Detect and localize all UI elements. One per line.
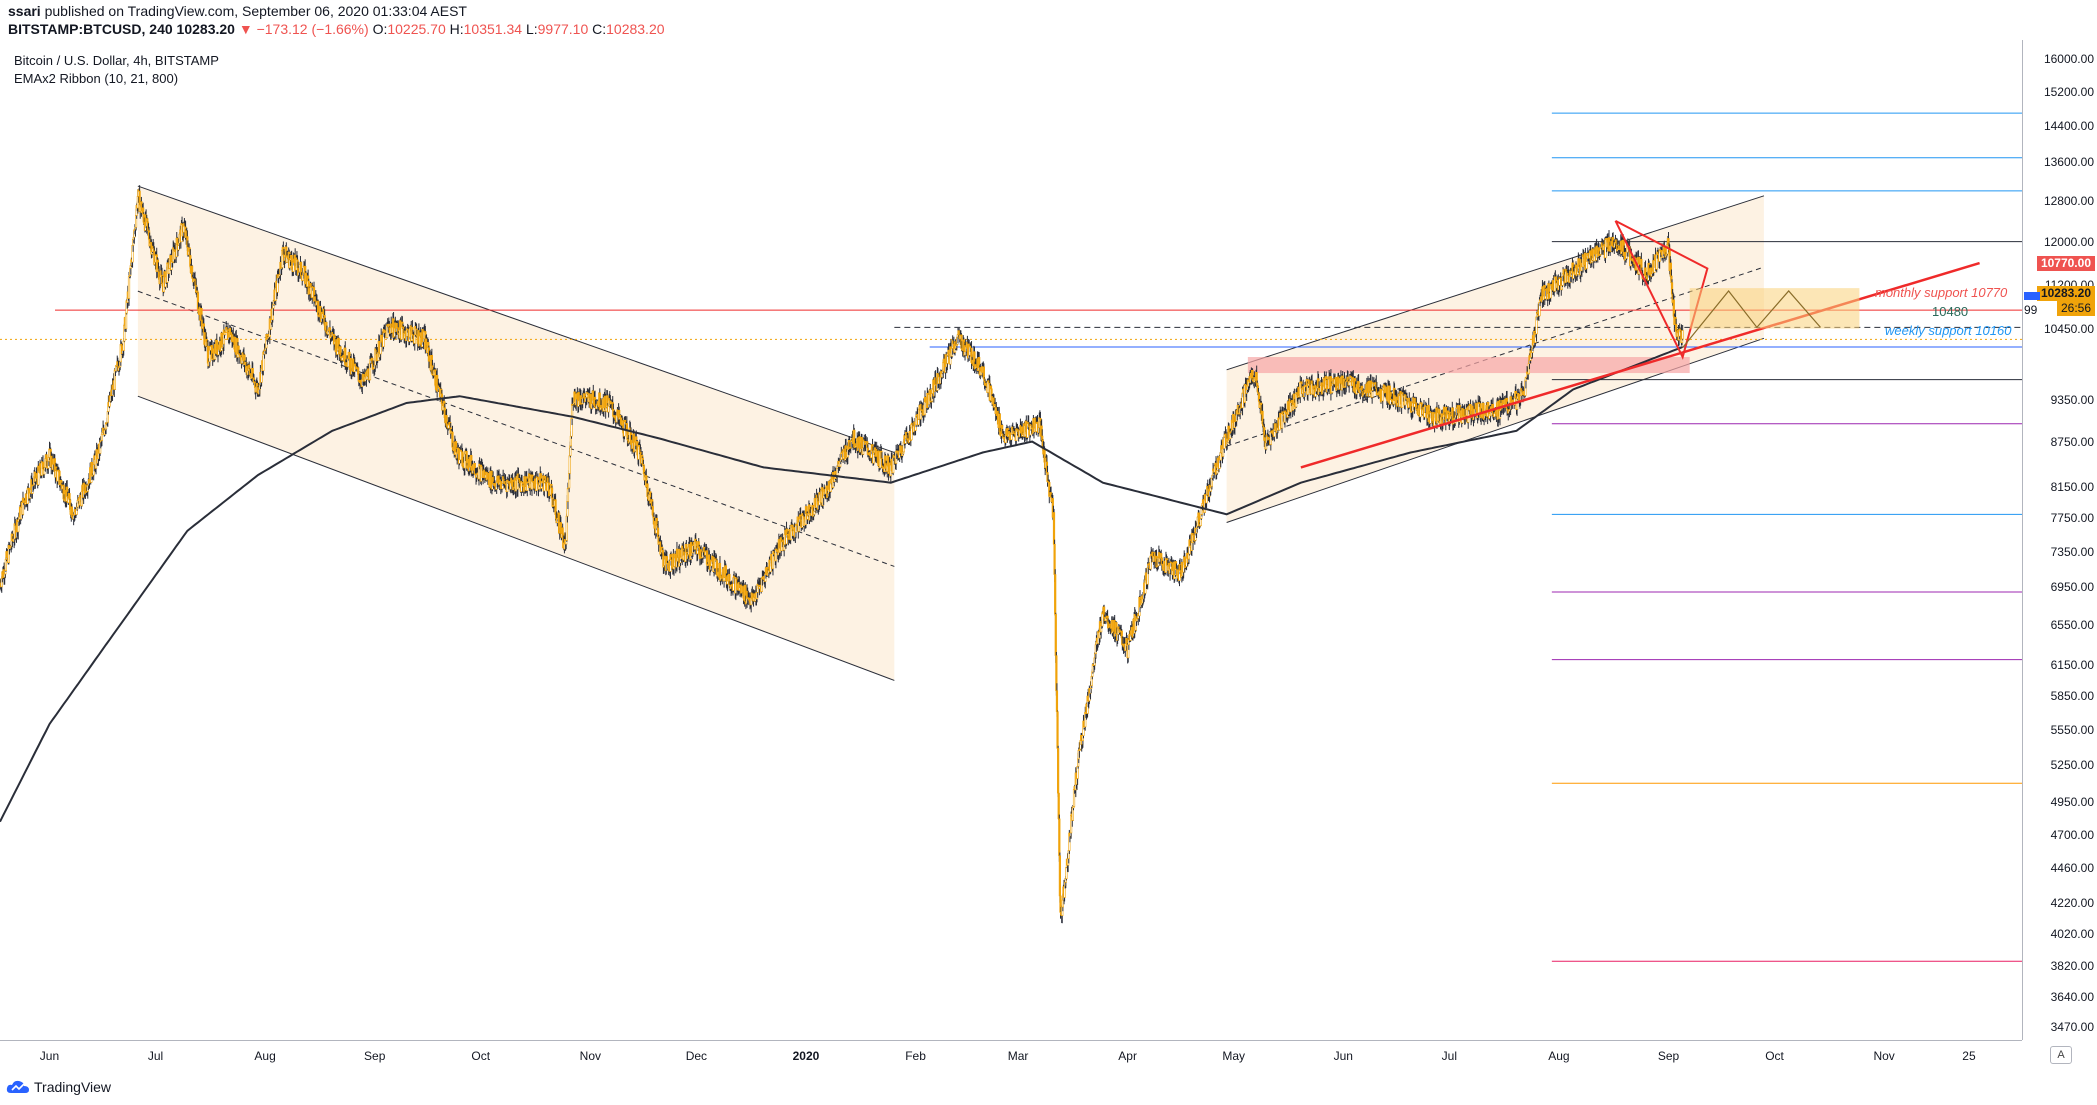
candle-body xyxy=(1054,613,1057,656)
candle-body xyxy=(661,549,664,554)
publish-header: ssari published on TradingView.com, Sept… xyxy=(0,0,2097,38)
candle-body xyxy=(1280,413,1284,429)
candle-body xyxy=(1035,422,1038,432)
candle-body xyxy=(543,482,546,492)
candle-body xyxy=(1381,389,1384,402)
symbol-label: BITSTAMP:BTCUSD, 240 xyxy=(8,21,173,37)
publish-info: ssari published on TradingView.com, Sept… xyxy=(8,3,467,19)
candle-body xyxy=(1065,866,1068,880)
candle-body xyxy=(1061,899,1064,908)
candle-body xyxy=(122,340,125,351)
legend-title: Bitcoin / U.S. Dollar, 4h, BITSTAMP xyxy=(14,53,219,68)
candle-body xyxy=(1310,380,1314,384)
descending-channel-fill xyxy=(137,186,895,681)
candle-body xyxy=(1010,433,1013,441)
candle-body xyxy=(917,419,920,426)
candle-body xyxy=(651,506,654,516)
legend-indicator[interactable]: EMAx2 Ribbon (10, 21, 800) xyxy=(14,71,179,86)
chart-legend: Bitcoin / U.S. Dollar, 4h, BITSTAMP EMAx… xyxy=(14,52,219,88)
candle-body xyxy=(561,527,564,535)
candle-body xyxy=(566,488,570,502)
candle-body xyxy=(554,499,557,515)
candle-body xyxy=(167,268,171,274)
candle-body xyxy=(860,436,864,449)
candle-body xyxy=(301,274,304,281)
candle-body xyxy=(1219,452,1222,461)
candle-body xyxy=(68,493,71,501)
descending-channel-median xyxy=(137,290,895,567)
candle-body xyxy=(1261,410,1264,425)
open-value: 10225.70 xyxy=(387,21,446,37)
candle-body xyxy=(1423,412,1426,418)
candle-body xyxy=(655,517,659,526)
ascending-channel-median xyxy=(1226,266,1765,447)
candle-body xyxy=(56,470,59,482)
candle-body xyxy=(90,461,94,476)
candle-body xyxy=(127,276,131,299)
candle-body xyxy=(989,385,993,390)
candle-body xyxy=(100,433,104,441)
candle-body xyxy=(1057,748,1060,794)
candle-body xyxy=(1056,711,1059,749)
candle-body xyxy=(290,254,293,262)
candle-body xyxy=(1055,690,1059,712)
candle-body xyxy=(70,506,73,517)
close-value: 10283.20 xyxy=(606,21,665,37)
candle-body xyxy=(176,237,179,246)
descending-channel-lower xyxy=(137,395,895,681)
candle-body xyxy=(958,330,961,336)
candle-body xyxy=(1052,512,1056,545)
last-price: 10283.20 xyxy=(176,21,235,37)
candle-body xyxy=(445,415,448,426)
descending-channel-upper xyxy=(137,185,895,453)
candle-body xyxy=(924,396,927,402)
candle-body xyxy=(607,405,610,413)
candle-body xyxy=(43,469,46,475)
candle-body xyxy=(385,325,389,338)
ascending-channel-upper xyxy=(1226,195,1765,371)
price-chart[interactable] xyxy=(0,40,2022,1040)
price-change: ▼ −173.12 (−1.66%) xyxy=(238,21,369,37)
high-value: 10351.34 xyxy=(463,21,523,37)
candle-body xyxy=(1058,855,1062,897)
candle-body xyxy=(1357,381,1360,392)
candle-body xyxy=(146,218,149,223)
candle-body xyxy=(177,245,180,251)
candle-body xyxy=(568,455,571,474)
candle-body xyxy=(836,468,839,476)
candle-body xyxy=(1223,436,1226,449)
low-value: 9977.10 xyxy=(537,21,589,37)
symbol-ohlc: BITSTAMP:BTCUSD, 240 10283.20 ▼ −173.12 … xyxy=(8,21,665,37)
candle-body xyxy=(1101,612,1104,627)
candle-body xyxy=(1216,470,1219,474)
candle-body xyxy=(357,367,360,375)
candle-body xyxy=(1160,553,1163,559)
candle-body xyxy=(1232,414,1235,423)
candle-body xyxy=(1209,487,1212,492)
candle-body xyxy=(1058,818,1061,857)
candle-body xyxy=(1054,574,1057,615)
candle-body xyxy=(583,393,586,398)
candle-body xyxy=(124,312,128,330)
supply-zone xyxy=(1247,357,1690,374)
candle-body xyxy=(982,366,985,380)
candle-body xyxy=(348,351,351,359)
